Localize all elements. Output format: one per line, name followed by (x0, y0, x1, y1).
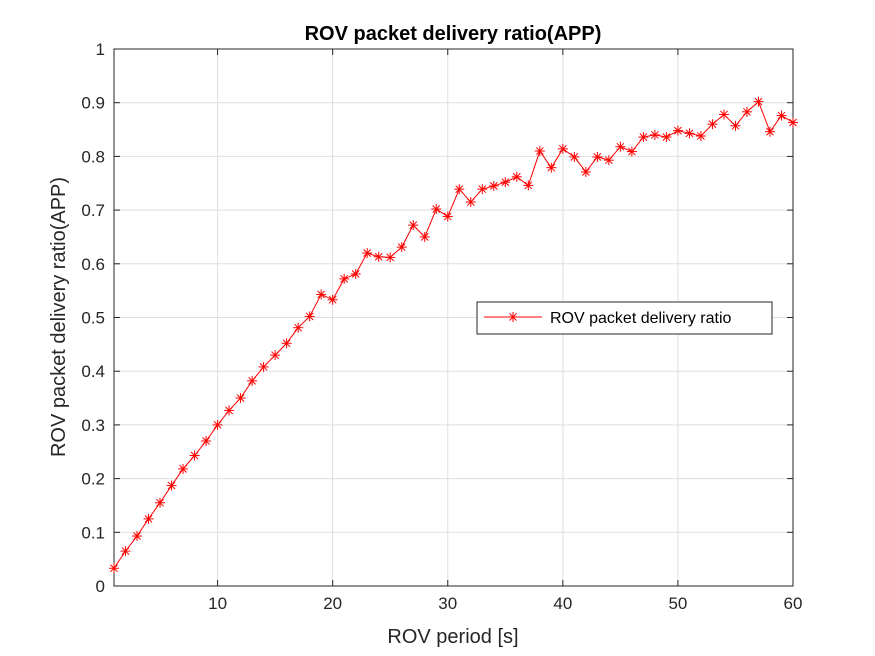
y-tick-label: 0.1 (81, 523, 105, 542)
data-point (707, 119, 718, 130)
legend: ROV packet delivery ratio (476, 301, 773, 335)
data-point (603, 155, 614, 166)
legend-entry-label: ROV packet delivery ratio (550, 310, 732, 327)
data-point (684, 128, 695, 139)
data-point (592, 151, 603, 162)
data-point (488, 180, 499, 191)
chart-title: ROV packet delivery ratio(APP) (305, 23, 602, 45)
legend-box (476, 301, 773, 335)
data-point (695, 130, 706, 141)
data-point (304, 311, 315, 322)
data-point (534, 146, 545, 157)
y-tick-label: 0.4 (81, 362, 105, 381)
data-point (419, 231, 430, 242)
y-tick-label: 0.2 (81, 470, 105, 489)
data-point (649, 129, 660, 140)
data-point (615, 141, 626, 152)
data-point (247, 375, 258, 386)
data-point (764, 126, 775, 137)
data-point (132, 531, 143, 542)
y-tick-label: 0.9 (81, 94, 105, 113)
y-tick-label: 0.7 (81, 201, 105, 220)
data-point (281, 338, 292, 349)
data-point (672, 125, 683, 136)
data-point (511, 171, 522, 182)
data-point (120, 546, 131, 557)
data-point (201, 436, 212, 447)
data-point (638, 132, 649, 143)
y-tick-label: 0.3 (81, 416, 105, 435)
data-point (557, 143, 568, 154)
data-point (500, 177, 511, 188)
legend-marker (508, 312, 518, 322)
data-point (212, 419, 223, 430)
data-point (408, 220, 419, 231)
y-axis-label: ROV packet delivery ratio(APP) (48, 177, 70, 457)
data-point (316, 289, 327, 300)
y-tick-label: 0.6 (81, 255, 105, 274)
data-point (155, 497, 166, 508)
data-point (776, 110, 787, 121)
data-point (396, 242, 407, 253)
data-point (327, 294, 338, 305)
data-point (661, 132, 672, 143)
data-point (224, 405, 235, 416)
legend-marker-star (508, 312, 518, 322)
data-series (109, 96, 798, 574)
data-point (109, 563, 119, 574)
data-point (178, 463, 189, 474)
data-point (442, 211, 453, 222)
data-point (235, 393, 246, 404)
x-axis-label: ROV period [s] (387, 626, 518, 648)
x-tick-label: 40 (553, 594, 572, 613)
data-point (569, 151, 580, 162)
data-point (143, 513, 154, 524)
data-point (431, 204, 442, 215)
data-point (788, 117, 798, 128)
data-point (189, 450, 200, 461)
data-point (362, 248, 373, 259)
x-tick-label: 60 (784, 594, 803, 613)
y-tick-label: 0.5 (81, 309, 105, 328)
data-point (626, 146, 637, 157)
data-point (166, 480, 177, 491)
y-tick-label: 0.8 (81, 147, 105, 166)
data-point (477, 184, 488, 195)
data-point (465, 197, 476, 208)
data-point (373, 251, 384, 262)
data-point (523, 180, 534, 191)
data-point (730, 120, 741, 131)
data-point (258, 361, 269, 372)
data-point (741, 106, 752, 117)
axis-ticks: 10 20 30 40 50 60 0 0.1 0.2 0.3 0.4 0.5 0.6 0.7 0.8 0.9… (81, 40, 802, 613)
data-point (718, 109, 729, 120)
x-tick-label: 20 (323, 594, 342, 613)
data-point (293, 322, 304, 333)
data-point (385, 252, 396, 263)
data-point (454, 184, 465, 195)
y-tick-label: 0 (96, 577, 105, 596)
x-tick-label: 30 (438, 594, 457, 613)
data-point (339, 273, 350, 284)
data-point (350, 269, 361, 280)
y-tick-label: 1 (96, 40, 105, 59)
data-point (753, 96, 764, 107)
data-point (580, 166, 591, 177)
x-tick-label: 10 (208, 594, 227, 613)
data-point (270, 350, 281, 361)
data-point (546, 162, 557, 173)
x-tick-label: 50 (668, 594, 687, 613)
